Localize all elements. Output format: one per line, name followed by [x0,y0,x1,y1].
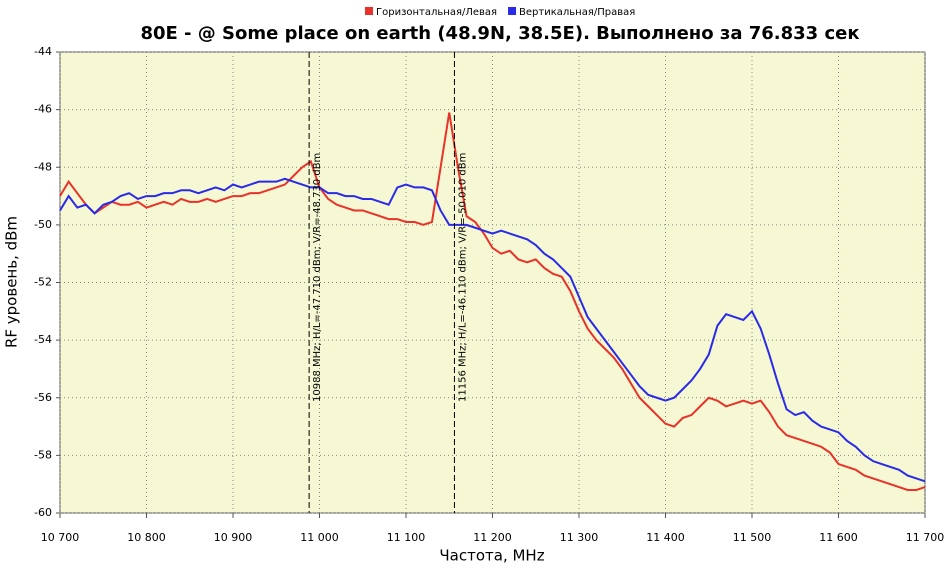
x-tick-label: 11 300 [560,531,599,544]
x-tick-label: 10 700 [41,531,80,544]
y-tick-label: -48 [34,160,52,173]
chart-title: 80E - @ Some place on earth (48.9N, 38.5… [140,23,859,44]
marker-label: 11156 MHz; H/L=-46.110 dBm; V/R=-50.010 … [457,153,468,402]
y-tick-label: -46 [34,103,52,116]
series-line [59,112,926,491]
legend-label: Горизонтальная/Левая [376,7,497,18]
x-tick-label: 11 100 [387,531,426,544]
y-tick-label: -60 [34,506,52,519]
legend-label: Вертикальная/Правая [519,7,635,18]
y-tick-label: -44 [34,45,52,58]
marker-label: 10988 MHz; H/L=-47.710 dBm; V/R=-48.730 … [312,153,323,402]
x-axis-label: Частота, MHz [439,547,544,565]
y-tick-label: -54 [34,333,52,346]
y-tick-label: -52 [34,276,52,289]
y-axis-label: RF уровень, dBm [3,216,21,348]
x-tick-label: 11 500 [733,531,772,544]
legend-swatch [508,7,517,15]
x-tick-label: 11 200 [473,531,512,544]
y-tick-label: -50 [34,218,52,231]
x-tick-label: 11 700 [906,531,945,544]
x-tick-label: 11 000 [300,531,339,544]
x-tick-label: 10 900 [214,531,253,544]
x-tick-label: 11 400 [646,531,685,544]
x-tick-label: 11 600 [819,531,858,544]
y-tick-label: -58 [34,448,52,461]
series-line [59,177,926,483]
x-tick-label: 10 800 [127,531,166,544]
legend-swatch [365,7,373,15]
y-tick-label: -56 [34,391,52,404]
